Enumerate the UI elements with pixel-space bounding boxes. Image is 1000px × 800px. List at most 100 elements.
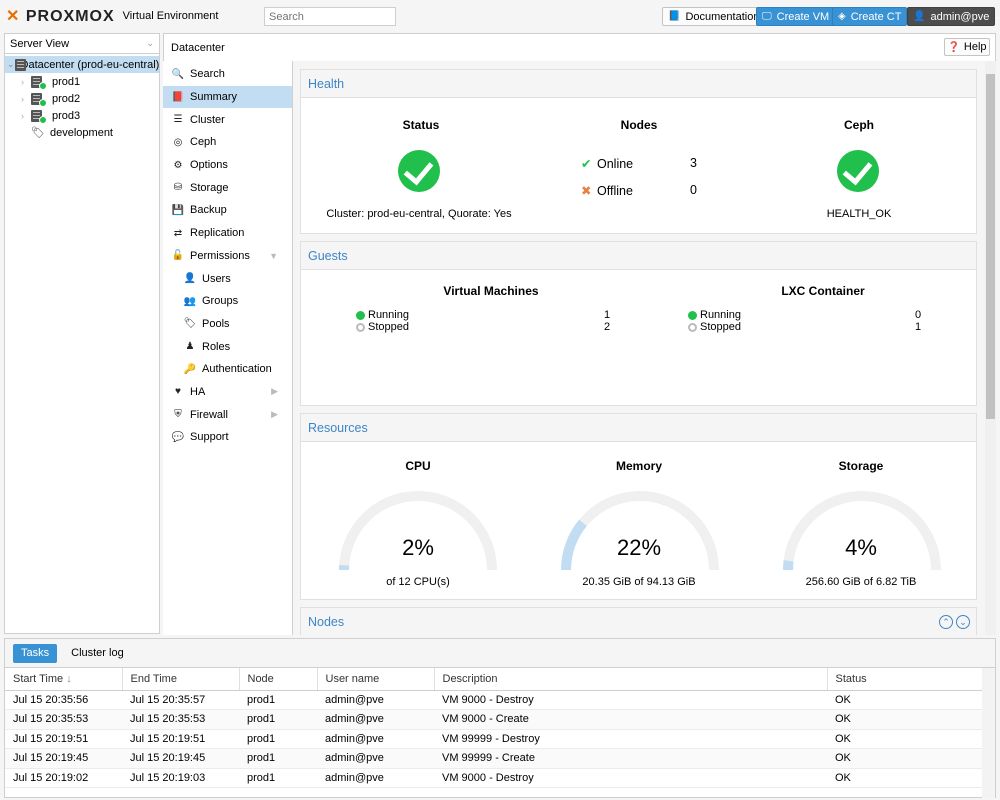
storage-title: Storage — [838, 459, 884, 473]
vm-running-count: 1 — [604, 309, 611, 321]
nodes-panel: Nodes ⌃ ⌄ — [300, 607, 977, 635]
user-menu-button[interactable]: 👤 admin@pve ⌄ — [907, 7, 1000, 26]
search-input[interactable] — [264, 7, 396, 26]
column-start-time[interactable]: Start Time ↓ — [5, 668, 123, 691]
nav-item-search[interactable]: 🔍 Search — [171, 68, 225, 81]
stop-circle-icon — [688, 322, 697, 332]
memory-title: Memory — [615, 459, 662, 473]
tags-icon: 🏷 — [183, 318, 197, 330]
nodes-header: Nodes — [301, 608, 976, 635]
nav-item-groups[interactable]: 👥 Groups — [183, 295, 239, 308]
lxc-stopped: Stopped — [688, 321, 741, 333]
ceph-icon: ◎ — [173, 136, 183, 148]
chevron-down-icon: ⌄ — [993, 11, 1000, 21]
retweet-icon: ⇄ — [173, 227, 183, 239]
shield-icon: ⛨ — [174, 409, 182, 421]
tree-item-node[interactable]: › prod3 — [21, 109, 81, 124]
memory-gauge-arc — [561, 491, 719, 570]
expand-down-icon[interactable]: ⌄ — [956, 615, 970, 629]
check-circle-icon — [398, 150, 440, 192]
nav-item-roles[interactable]: ♟ Roles — [163, 335, 292, 358]
lxc-running: Running — [688, 309, 741, 321]
heartbeat-icon: ♥ — [175, 386, 181, 398]
proxmox-logo[interactable]: ✕ PROXMOX Virtual Environment — [6, 7, 218, 25]
cpu-gauge-arc — [339, 491, 497, 570]
nav-item-support[interactable]: 💬 Support — [171, 431, 229, 444]
vm-running: Running — [356, 309, 409, 321]
column-status[interactable]: Status — [827, 668, 985, 691]
nav-item-ceph[interactable]: ◎ Ceph — [163, 131, 292, 154]
chevron-down-icon: ▼ — [269, 250, 278, 261]
node-online-icon — [31, 75, 47, 90]
nodes-title: Nodes — [620, 118, 658, 132]
log-scrollbar[interactable] — [982, 668, 995, 798]
chevron-right-icon: ▶ — [271, 386, 278, 397]
nav-item-firewall[interactable]: ⛨ Firewall ▶ — [163, 403, 292, 426]
guests-panel: Guests Virtual Machines Running 1 Stoppe… — [300, 241, 977, 406]
help-button[interactable]: ❓ Help — [944, 38, 990, 56]
column-node[interactable]: Node — [239, 668, 318, 691]
logo-subtitle: Virtual Environment — [122, 10, 219, 22]
tree-item-node[interactable]: › prod2 — [21, 92, 81, 107]
table-row[interactable]: Jul 15 20:19:45 Jul 15 20:19:45 prod1 admin… — [5, 748, 985, 769]
nav-item-permissions[interactable]: 🔓 Permissions ▼ — [171, 249, 278, 262]
top-bar: ✕ PROXMOX Virtual Environment 📘Documenta… — [0, 0, 1000, 32]
tree-item-node[interactable]: › prod1 — [21, 75, 81, 90]
column-user-name[interactable]: User name — [317, 668, 435, 691]
play-circle-icon — [356, 310, 365, 320]
user-icon: 👤 — [183, 273, 197, 285]
cpu-title: CPU — [405, 459, 431, 473]
table-row[interactable]: Jul 15 20:35:56 Jul 15 20:35:57 prod1 admin… — [5, 690, 985, 710]
tab-tasks[interactable]: Tasks — [13, 643, 58, 663]
create-vm-button[interactable]: 🖵 Create VM — [756, 7, 836, 26]
ceph-health-status: HEALTH_OK — [826, 208, 892, 220]
table-row[interactable]: Jul 15 20:35:53 Jul 15 20:35:53 prod1 admin… — [5, 709, 985, 730]
table-row[interactable]: Jul 15 20:19:02 Jul 15 20:19:03 prod1 admin… — [5, 768, 985, 788]
nav-item-options[interactable]: ⚙ Options — [163, 154, 292, 177]
nav-item-storage[interactable]: ⛁ Storage — [163, 176, 292, 199]
breadcrumb: Datacenter — [163, 33, 996, 61]
create-ct-button[interactable]: ◈ Create CT — [832, 7, 908, 26]
play-circle-icon — [688, 310, 697, 320]
logo-text: ✕ PROXMOX — [6, 8, 115, 25]
nav-item-pools[interactable]: 🏷 Pools — [183, 317, 230, 330]
nav-item-users[interactable]: 👤 Users — [183, 272, 231, 285]
nav-item-authentication[interactable]: 🔑 Authentication — [183, 363, 272, 376]
gauge-fill — [561, 519, 587, 570]
tree-item-datacenter[interactable]: ⌄ Datacenter (prod-eu-central) — [5, 56, 159, 73]
collapse-up-icon[interactable]: ⌃ — [939, 615, 953, 629]
male-icon: ♟ — [185, 341, 195, 353]
health-panel: Health Status Cluster: prod-eu-central, … — [300, 69, 977, 234]
cluster-info: Cluster: prod-eu-central, Quorate: Yes — [326, 208, 512, 220]
cpu-gauge — [338, 490, 498, 570]
database-icon: ⛁ — [173, 182, 183, 194]
tab-cluster-log[interactable]: Cluster log — [71, 647, 124, 659]
content-scrollbar-thumb[interactable] — [986, 74, 995, 419]
summary-content: Health Status Cluster: prod-eu-central, … — [293, 61, 985, 635]
book-icon: 📘 — [668, 11, 681, 22]
tree-item-pool[interactable]: 🏷 development — [31, 126, 113, 140]
view-selector[interactable]: Server View ⌄ — [5, 34, 159, 54]
chevron-down-icon: ⌄ — [146, 38, 154, 48]
vm-stopped-count: 2 — [604, 321, 611, 333]
nodes-offline: ✖ Offline — [581, 183, 633, 199]
memory-detail: 20.35 GiB of 94.13 GiB — [582, 576, 696, 588]
nav-item-cluster[interactable]: ☰ Cluster — [163, 108, 292, 131]
storage-gauge-arc — [782, 491, 941, 570]
documentation-button[interactable]: 📘 Documentation — [662, 7, 766, 26]
table-row[interactable]: Jul 15 20:19:51 Jul 15 20:19:51 prod1 admin… — [5, 729, 985, 749]
column-end-time[interactable]: End Time — [122, 668, 240, 691]
stop-circle-icon — [356, 322, 365, 332]
gauge-fill — [782, 560, 794, 570]
column-description[interactable]: Description — [434, 668, 828, 691]
health-header: Health — [301, 70, 976, 98]
nav-item-ha[interactable]: ♥ HA ▶ — [163, 381, 292, 404]
expand-icon: › — [21, 110, 24, 121]
nav-item-replication[interactable]: ⇄ Replication — [163, 222, 292, 245]
memory-value: 22% — [616, 535, 662, 560]
tags-icon: 🏷 — [31, 127, 45, 139]
ceph-title: Ceph — [844, 118, 874, 132]
resources-header: Resources — [301, 414, 976, 442]
nav-item-summary[interactable]: 📕 Summary — [163, 85, 292, 109]
nav-item-backup[interactable]: 💾 Backup — [171, 204, 227, 217]
